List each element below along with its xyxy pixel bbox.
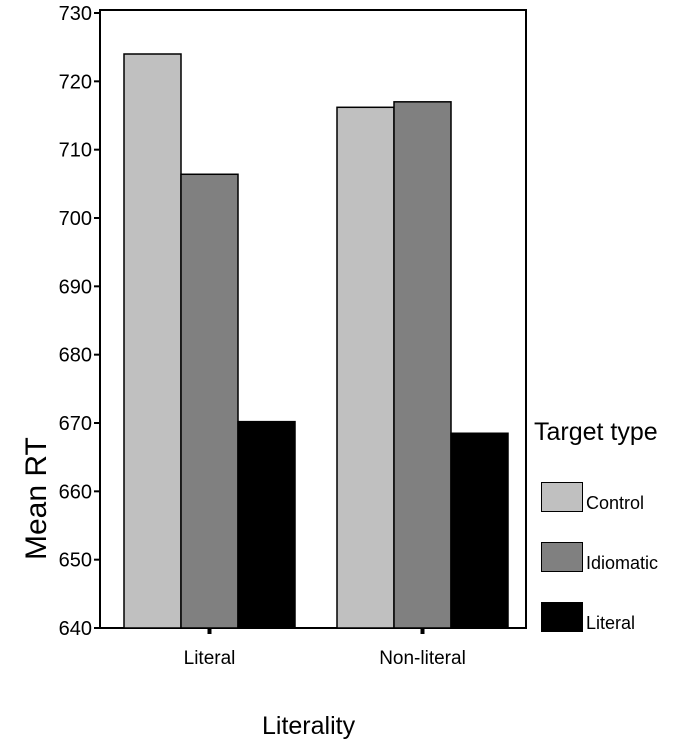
y-axis: 640 650 660 670 680 690 700 710 720 730 — [59, 3, 100, 640]
bar-literal-literal — [237, 420, 296, 629]
y-tick-label: 650 — [59, 550, 92, 572]
y-tick-label: 670 — [59, 413, 92, 435]
legend-item-literal: Literal — [541, 598, 636, 633]
bar-idiomatic-literal — [180, 173, 239, 629]
legend-item-idiomatic: Idiomatic — [541, 538, 659, 573]
y-axis-label: Mean RT — [20, 437, 53, 560]
y-tick-label: 710 — [59, 140, 92, 162]
bar-control-literal — [123, 53, 182, 629]
bar-control-non-literal — [336, 106, 395, 629]
legend-item-control: Control — [541, 478, 645, 513]
y-tick-label: 720 — [59, 71, 92, 93]
legend-swatch-literal — [541, 602, 583, 632]
y-tick-label: 700 — [59, 208, 92, 230]
y-tick-label: 660 — [59, 481, 92, 503]
x-tick-label: Non-literal — [379, 648, 466, 669]
legend-label-control: Control — [586, 493, 645, 513]
legend-swatch-idiomatic — [541, 542, 583, 572]
x-tick-label: Literal — [184, 648, 236, 669]
y-tick-label: 640 — [59, 618, 92, 640]
plot-frame — [99, 9, 527, 629]
y-tick-label: 730 — [59, 3, 92, 25]
x-axis-label: Literality — [262, 712, 356, 740]
y-tick-label: 680 — [59, 345, 92, 367]
legend-swatch-control — [541, 482, 583, 512]
y-tick-label: 690 — [59, 276, 92, 298]
legend-title: Target type — [534, 418, 658, 446]
bar-idiomatic-non-literal — [393, 101, 452, 629]
bar-literal-non-literal — [450, 432, 509, 629]
x-axis: Literal Non-literal — [184, 628, 466, 669]
bars — [123, 53, 509, 629]
legend-label-idiomatic: Idiomatic — [586, 553, 659, 573]
legend-label-literal: Literal — [586, 613, 636, 633]
